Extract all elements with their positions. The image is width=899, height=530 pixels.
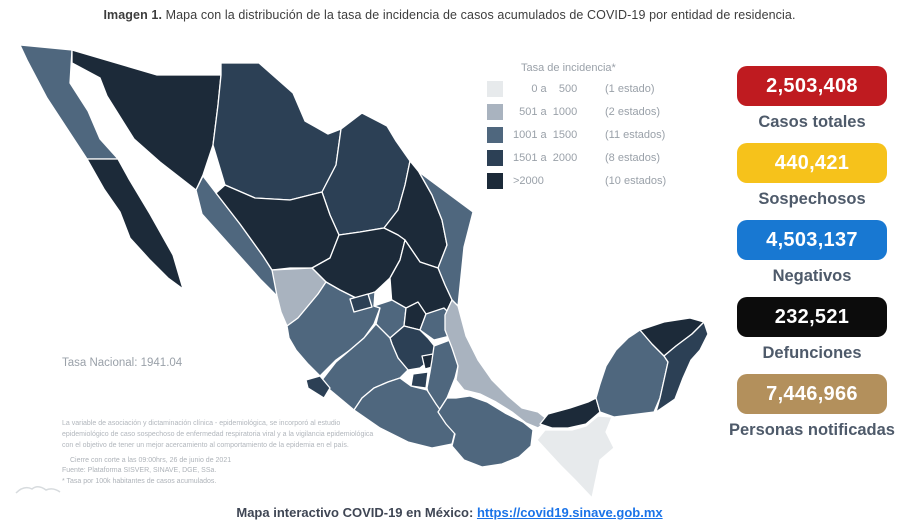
stat-pill-casos-totales: 2,503,408 bbox=[737, 66, 887, 106]
stat-label-negativos: Negativos bbox=[772, 267, 852, 285]
state-baja-california bbox=[19, 44, 119, 160]
legend-swatch bbox=[487, 103, 503, 120]
map-legend: Tasa de incidencia* 0 a 500 (1 estado) 50… bbox=[487, 62, 666, 192]
legend-range-label: >2000 bbox=[513, 174, 544, 187]
legend-item: 1001 a 1500 (11 estados) bbox=[487, 123, 666, 146]
legend-title: Tasa de incidencia* bbox=[521, 62, 616, 74]
footnote-line: Cierre con corte a las 09:00hrs, 26 de j… bbox=[70, 456, 232, 464]
footnote-line: con el objetivo de tener un mejor acerca… bbox=[62, 441, 349, 449]
footnote-line: * Tasa por 100k habitantes de casos acum… bbox=[62, 478, 217, 486]
legend-swatch bbox=[487, 80, 503, 97]
mexico-choropleth-map bbox=[15, 44, 709, 499]
stat-pill-sospechosos: 440,421 bbox=[737, 143, 887, 183]
legend-state-count: (1 estado) bbox=[605, 82, 655, 95]
legend-range-label: 1501 a 2000 bbox=[513, 151, 578, 164]
legend-state-count: (11 estados) bbox=[605, 128, 666, 141]
stat-label-casos-totales: Casos totales bbox=[758, 113, 866, 131]
national-rate-label: Tasa Nacional: 1941.04 bbox=[62, 357, 183, 369]
footer-caption: Mapa interactivo COVID-19 en México: htt… bbox=[0, 505, 899, 520]
stat-label-personas-notificadas: Personas notificadas bbox=[729, 421, 895, 439]
legend-item: 1501 a 2000 (8 estados) bbox=[487, 146, 666, 169]
legend-item: 0 a 500 (1 estado) bbox=[487, 77, 666, 100]
legend-item: 501 a 1000 (2 estados) bbox=[487, 100, 666, 123]
sinave-link[interactable]: https://covid19.sinave.gob.mx bbox=[476, 505, 663, 520]
state-oaxaca bbox=[437, 395, 534, 468]
state-chiapas bbox=[536, 415, 615, 499]
stat-pill-personas-notificadas: 7,446,966 bbox=[737, 374, 887, 414]
state-veracruz bbox=[444, 299, 549, 429]
stat-pill-negativos: 4,503,137 bbox=[737, 220, 887, 260]
legend-swatch bbox=[487, 172, 503, 189]
map-footnotes: La variable de asociación y dictaminació… bbox=[62, 419, 373, 488]
figure-caption: Imagen 1. Mapa con la distribución de la… bbox=[0, 8, 899, 22]
footnote-line: Fuente: Plataforma SISVER, SINAVE, DGE, … bbox=[62, 467, 217, 475]
footnote-line: epidemiológico de caso sospechoso de enf… bbox=[62, 430, 374, 438]
legend-state-count: (2 estados) bbox=[605, 105, 661, 118]
state-colima bbox=[305, 375, 331, 399]
state-baja-california-sur bbox=[86, 158, 184, 290]
legend-range-label: 501 a 1000 bbox=[513, 105, 578, 118]
legend-state-count: (8 estados) bbox=[605, 151, 661, 164]
footer-caption-text: Mapa interactivo COVID-19 en México: bbox=[236, 505, 477, 520]
state-aguascalientes bbox=[349, 293, 373, 313]
state-quintana-roo bbox=[655, 321, 709, 413]
state-morelos bbox=[410, 371, 429, 389]
stats-panel: 2,503,408 Casos totales 440,421 Sospechosos… bbox=[726, 66, 898, 451]
state-tabasco bbox=[539, 397, 601, 429]
legend-range-label: 1001 a 1500 bbox=[513, 128, 578, 141]
figure-caption-number: Imagen 1. bbox=[103, 8, 163, 22]
footnote-line: La variable de asociación y dictaminació… bbox=[62, 420, 341, 427]
legend-swatch bbox=[487, 126, 503, 143]
stat-pill-defunciones: 232,521 bbox=[737, 297, 887, 337]
legend-state-count: (10 estados) bbox=[605, 174, 667, 187]
stat-label-sospechosos: Sospechosos bbox=[758, 190, 866, 208]
islands-outline-decoration bbox=[15, 486, 61, 494]
state-chihuahua bbox=[212, 62, 342, 201]
legend-item: >2000 (10 estados) bbox=[487, 169, 666, 192]
figure-caption-text: Mapa con la distribución de la tasa de i… bbox=[162, 8, 796, 22]
legend-swatch bbox=[487, 149, 503, 166]
stat-label-defunciones: Defunciones bbox=[762, 344, 862, 362]
state-guerrero bbox=[353, 377, 456, 449]
legend-range-label: 0 a 500 bbox=[513, 82, 578, 95]
